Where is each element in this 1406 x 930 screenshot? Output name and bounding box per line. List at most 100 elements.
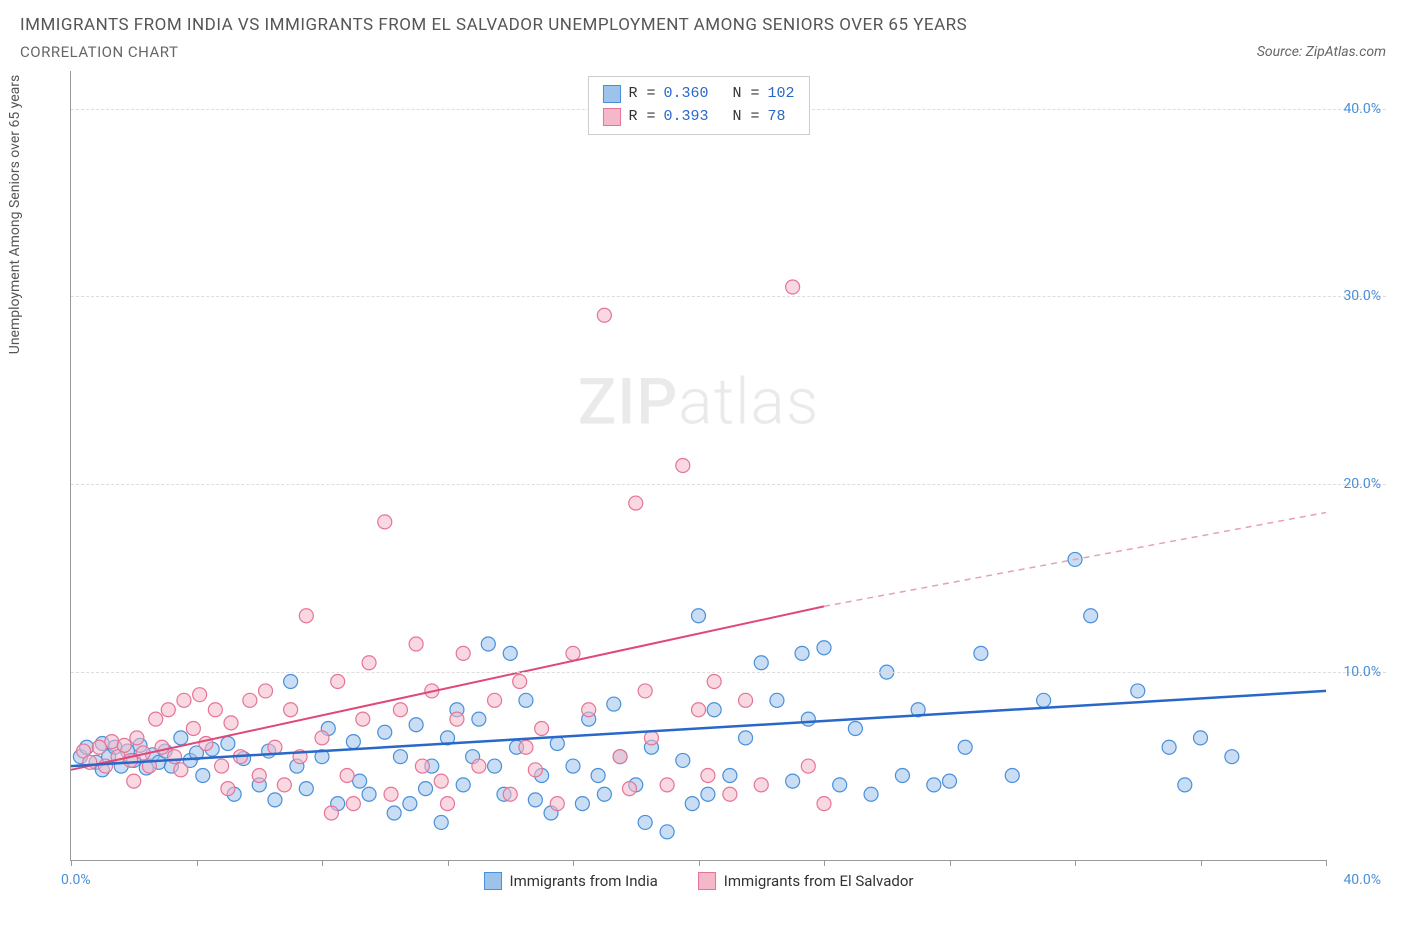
data-point xyxy=(707,675,721,689)
data-point xyxy=(638,815,652,829)
data-point xyxy=(161,703,175,717)
data-point xyxy=(1162,740,1176,754)
data-point xyxy=(331,675,345,689)
data-point xyxy=(848,722,862,736)
source-value: ZipAtlas.com xyxy=(1306,44,1386,60)
correlation-legend: R = 0.360 N = 102 R = 0.393 N = 78 xyxy=(587,76,809,135)
data-point xyxy=(409,637,423,651)
chart-container: Unemployment Among Seniors over 65 years… xyxy=(20,71,1386,901)
data-point xyxy=(864,787,878,801)
data-point xyxy=(974,646,988,660)
data-point xyxy=(1005,768,1019,782)
data-point xyxy=(575,797,589,811)
scatter-svg xyxy=(71,71,1326,860)
chart-title: IMMIGRANTS FROM INDIA VS IMMIGRANTS FROM… xyxy=(20,15,1386,35)
y-tick-label: 30.0% xyxy=(1343,288,1381,304)
data-point xyxy=(676,753,690,767)
data-point xyxy=(434,774,448,788)
n-value-elsalvador: 78 xyxy=(768,106,786,129)
data-point xyxy=(613,750,627,764)
data-point xyxy=(566,759,580,773)
r-label: R = xyxy=(628,106,655,129)
data-point xyxy=(528,793,542,807)
data-point xyxy=(895,768,909,782)
data-point xyxy=(701,787,715,801)
n-value-india: 102 xyxy=(768,83,795,106)
y-axis-label: Unemployment Among Seniors over 65 years xyxy=(7,75,23,355)
r-value-india: 0.360 xyxy=(663,83,708,106)
data-point xyxy=(488,693,502,707)
data-point xyxy=(701,768,715,782)
source-attribution: Source: ZipAtlas.com xyxy=(1257,44,1386,60)
data-point xyxy=(378,725,392,739)
data-point xyxy=(503,646,517,660)
data-point xyxy=(409,718,423,732)
data-point xyxy=(754,778,768,792)
data-point xyxy=(644,731,658,745)
data-point xyxy=(660,778,674,792)
data-point xyxy=(488,759,502,773)
legend-label-india: Immigrants from India xyxy=(510,872,658,890)
data-point xyxy=(284,703,298,717)
legend-item-india: Immigrants from India xyxy=(484,872,658,890)
data-point xyxy=(243,693,257,707)
data-point xyxy=(519,740,533,754)
y-tick-label: 40.0% xyxy=(1343,101,1381,117)
r-label: R = xyxy=(628,83,655,106)
data-point xyxy=(268,740,282,754)
data-point xyxy=(215,759,229,773)
data-point xyxy=(638,684,652,698)
x-axis-zero-label: 0.0% xyxy=(61,872,91,888)
data-point xyxy=(795,646,809,660)
data-point xyxy=(943,774,957,788)
data-point xyxy=(739,693,753,707)
data-point xyxy=(519,693,533,707)
data-point xyxy=(692,609,706,623)
data-point xyxy=(259,684,273,698)
data-point xyxy=(346,735,360,749)
data-point xyxy=(1194,731,1208,745)
data-point xyxy=(174,763,188,777)
data-point xyxy=(208,703,222,717)
data-point xyxy=(149,712,163,726)
data-point xyxy=(384,787,398,801)
data-point xyxy=(299,782,313,796)
data-point xyxy=(346,797,360,811)
legend-swatch-india-icon xyxy=(484,872,502,890)
data-point xyxy=(786,280,800,294)
data-point xyxy=(833,778,847,792)
source-label: Source: xyxy=(1257,44,1302,60)
data-point xyxy=(196,768,210,782)
chart-subtitle: CORRELATION CHART xyxy=(20,43,178,61)
data-point xyxy=(535,722,549,736)
data-point xyxy=(723,787,737,801)
data-point xyxy=(472,759,486,773)
data-point xyxy=(629,496,643,510)
data-point xyxy=(1037,693,1051,707)
data-point xyxy=(472,712,486,726)
data-point xyxy=(177,693,191,707)
data-point xyxy=(817,641,831,655)
data-point xyxy=(660,825,674,839)
data-point xyxy=(817,797,831,811)
legend-item-elsalvador: Immigrants from El Salvador xyxy=(698,872,914,890)
data-point xyxy=(92,740,106,754)
data-point xyxy=(528,763,542,777)
data-point xyxy=(597,787,611,801)
data-point xyxy=(117,738,131,752)
data-point xyxy=(1225,750,1239,764)
data-point xyxy=(927,778,941,792)
y-tick-label: 10.0% xyxy=(1343,664,1381,680)
data-point xyxy=(324,806,338,820)
data-point xyxy=(299,609,313,623)
data-point xyxy=(550,797,564,811)
data-point xyxy=(393,703,407,717)
data-point xyxy=(155,740,169,754)
data-point xyxy=(692,703,706,717)
data-point xyxy=(958,740,972,754)
data-point xyxy=(566,646,580,660)
subtitle-row: CORRELATION CHART Source: ZipAtlas.com xyxy=(20,43,1386,61)
data-point xyxy=(224,716,238,730)
data-point xyxy=(801,712,815,726)
data-point xyxy=(221,782,235,796)
